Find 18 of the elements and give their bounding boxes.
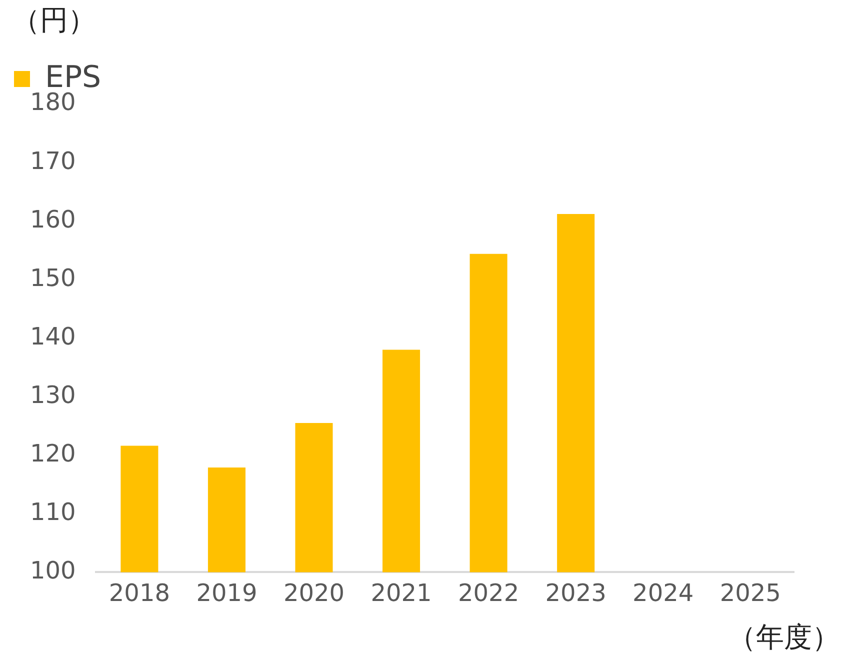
- y-tick-label: 130: [30, 380, 76, 409]
- x-tick-label: 2022: [458, 578, 520, 607]
- y-tick-label: 160: [30, 205, 76, 234]
- y-tick-label: 170: [30, 146, 76, 175]
- y-tick-label: 100: [30, 556, 76, 584]
- y-tick-label: 150: [30, 264, 76, 292]
- x-tick-label: 2019: [196, 578, 258, 607]
- x-tick-label: 2025: [720, 578, 781, 607]
- x-tick-label: 2024: [632, 578, 694, 607]
- x-tick-label: 2021: [370, 578, 432, 607]
- x-tick-label: 2018: [108, 578, 170, 607]
- y-axis-title: （円）: [12, 3, 96, 36]
- y-tick-label: 120: [30, 439, 76, 468]
- y-tick-label: 140: [30, 322, 76, 350]
- x-axis-title: （年度）: [728, 620, 840, 654]
- x-tick-label: 2020: [283, 578, 345, 607]
- x-tick-label: 2023: [545, 578, 606, 607]
- y-tick-label: 110: [30, 498, 76, 526]
